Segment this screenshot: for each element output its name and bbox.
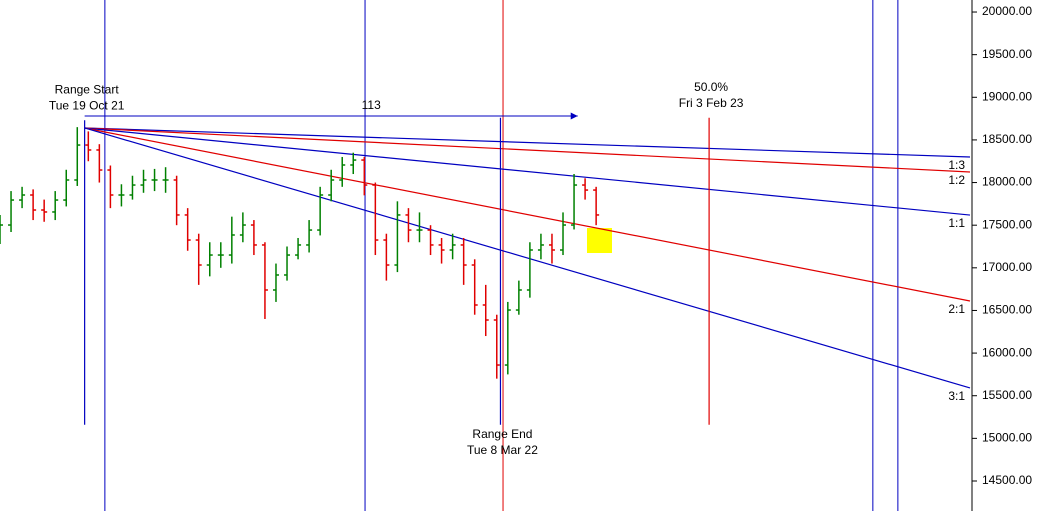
fan-label: 1:3 (948, 158, 965, 172)
marker-label: Tue 19 Oct 21 (49, 98, 125, 112)
fan-label: 1:2 (948, 173, 965, 187)
arrow-head (570, 112, 578, 120)
y-tick-label: 17000.00 (982, 260, 1032, 274)
fan-label: 3:1 (948, 389, 965, 403)
y-tick-label: 20000.00 (982, 4, 1032, 18)
highlight-box (587, 228, 612, 253)
fan-line (84, 127, 971, 216)
fan-label: 2:1 (948, 302, 965, 316)
marker-label: 50.0% (694, 80, 728, 94)
fan-line (84, 127, 971, 173)
fan-label: 1:1 (948, 216, 965, 230)
y-tick-label: 17500.00 (982, 217, 1032, 231)
y-tick-label: 14500.00 (982, 473, 1032, 487)
y-tick-label: 19500.00 (982, 47, 1032, 61)
fan-line (84, 127, 971, 158)
marker-label: Fri 3 Feb 23 (679, 96, 744, 110)
span-label: 113 (362, 98, 381, 112)
marker-label: Range End (472, 427, 532, 441)
fan-line (84, 127, 971, 389)
marker-label: Tue 8 Mar 22 (467, 443, 538, 457)
marker-label: Range Start (55, 82, 120, 96)
y-tick-label: 18500.00 (982, 132, 1032, 146)
fan-line (84, 127, 971, 302)
y-tick-label: 16500.00 (982, 303, 1032, 317)
y-tick-label: 15500.00 (982, 388, 1032, 402)
y-tick-label: 15000.00 (982, 431, 1032, 445)
y-tick-label: 19000.00 (982, 89, 1032, 103)
y-tick-label: 16000.00 (982, 345, 1032, 359)
y-tick-label: 18000.00 (982, 175, 1032, 189)
